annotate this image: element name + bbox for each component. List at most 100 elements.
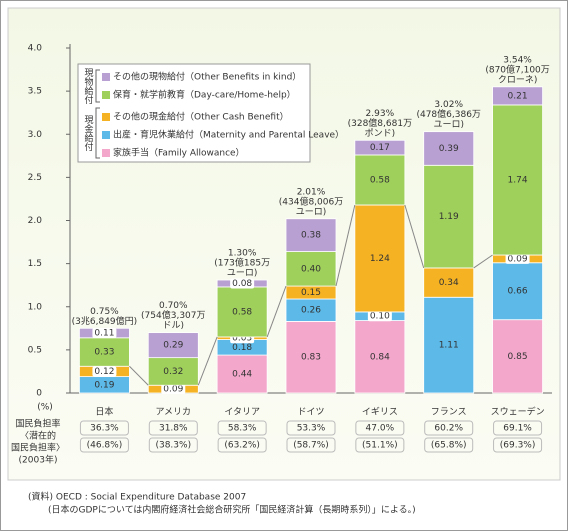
total-label: ユーロ) [433,120,464,130]
total-label: ドル) [163,321,185,331]
data-label: 0.66 [508,287,528,297]
y-tick-label: 0.5 [28,345,42,355]
source-note: (日本のGDPについては内閣府経済社会総合研究所「国民経済計算（長期時系列）」に… [48,504,416,516]
burden-label: 国民負担率 [15,418,60,430]
data-label: 0.84 [370,352,390,362]
burden-value: 60.2% [434,424,463,434]
total-label: 2.01% [297,187,326,197]
burden-box [355,437,405,453]
data-label: 0.83 [301,353,321,363]
data-label: 0.03 [232,334,252,344]
burden-box [217,437,267,453]
total-label: クローネ) [498,74,538,85]
burden-box [148,437,198,453]
data-label: 0.34 [439,278,459,288]
y-tick-label: 2.5 [28,173,42,183]
data-label: 1.19 [439,212,459,222]
legend-swatch [102,113,110,121]
burden-label: 〈潜在的 [20,430,56,442]
burden-value: (65.8%) [431,441,467,451]
label-bg [161,384,186,395]
data-label: 0.19 [94,380,114,390]
legend-swatch [102,131,110,139]
bar-segment [79,337,130,367]
data-label: 1.11 [439,341,459,351]
bar-segment [285,321,337,394]
total-label: ユーロ) [296,207,327,217]
burden-box [424,437,474,453]
legend-group: 現物給付 [83,68,94,105]
bar-segment [216,354,268,394]
x-tick-label: イギリス [362,407,398,418]
burden-box [355,420,405,436]
y-tick-label: 4.0 [28,44,43,54]
bar-segment [423,131,475,166]
label-bg [367,311,392,322]
legend-bracket [95,69,100,103]
data-label: 0.38 [301,231,321,241]
bar-segment [423,267,475,298]
data-label: 0.58 [232,307,252,317]
burden-value: 58.3% [228,424,257,434]
bar-segment [354,204,406,313]
total-label: 0.70% [159,301,188,311]
total-label: (3兆6,849億円) [72,315,138,327]
total-label: 3.02% [434,100,463,110]
source-note: (資料) OECD : Social Expenditure Database … [28,491,246,503]
bar-segment [492,262,543,321]
y-tick-label: 2.0 [28,216,43,226]
burden-value: (46.8%) [87,441,123,451]
total-label: (328億8,681万 [348,117,412,129]
bar-segment [216,286,268,338]
data-label: 0.21 [508,91,528,101]
connector [197,336,218,386]
legend-label: 保育・就学前教育（Day-care/Home-help） [113,89,296,101]
data-label: 0.33 [94,348,114,358]
burden-value: 31.8% [159,424,188,434]
burden-value: (38.3%) [155,441,191,451]
data-label: 0.32 [163,367,183,377]
data-label: 0.15 [301,288,321,298]
legend-label: その他の現金給付（Other Cash Benefit） [113,111,289,123]
connector [473,254,493,269]
unit-label: (%) [37,403,53,413]
burden-value: (58.7%) [293,441,329,451]
total-label: 2.93% [366,109,395,119]
burden-value: 47.0% [366,424,395,434]
burden-box [493,437,543,453]
y-tick-label: 3.0 [28,130,43,140]
total-label: ユーロ) [227,269,258,279]
total-label: (754億3,307万 [141,309,205,321]
burden-value: (69.3%) [500,441,536,451]
total-label: 1.30% [228,249,257,259]
data-label: 0.40 [301,264,321,274]
burden-value: 36.3% [90,424,119,434]
connector [129,365,149,386]
x-tick-label: ドイツ [297,408,324,418]
data-label: 1.24 [370,254,390,264]
burden-value: (63.2%) [224,441,260,451]
legend-label: 家族手当（Family Allowance） [113,147,245,159]
connector [335,204,356,287]
label-bg [230,278,255,289]
bar-segment [285,218,337,252]
data-label: 0.09 [508,254,528,264]
burden-label: 国民負担率〉 [11,442,65,454]
burden-box [286,420,336,436]
data-label: 0.17 [370,143,390,153]
legend-group: 現金給付 [83,115,94,152]
x-tick-label: イタリア [224,407,260,418]
bar-segment [354,139,406,156]
label-bg [505,253,530,264]
burden-box [493,420,543,436]
legend-label: その他の現物給付（Other Benefits in kind） [113,71,301,83]
bar-segment [423,164,475,269]
burden-box [148,420,198,436]
burden-box [424,420,474,436]
total-label: (870億7,100万 [485,63,549,75]
burden-box [286,437,336,453]
legend-swatch [102,73,110,81]
legend-bracket [95,107,100,159]
x-tick-label: 日本 [95,406,113,418]
